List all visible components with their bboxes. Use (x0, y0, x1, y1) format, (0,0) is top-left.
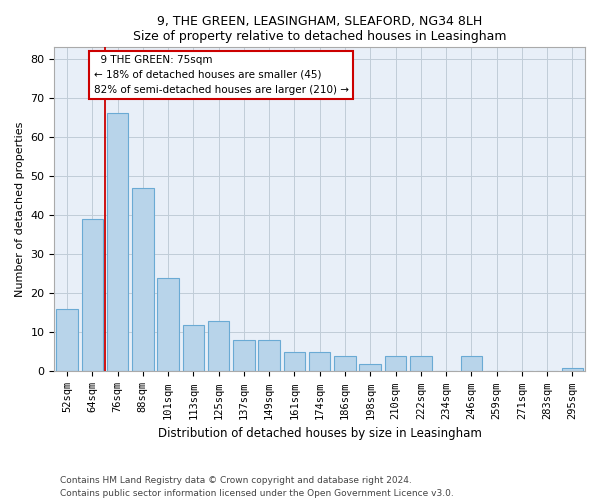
Y-axis label: Number of detached properties: Number of detached properties (15, 122, 25, 297)
Bar (309, 352, 331, 372)
Text: Contains HM Land Registry data © Crown copyright and database right 2024.
Contai: Contains HM Land Registry data © Crown c… (60, 476, 454, 498)
Bar (334, 356, 356, 372)
Bar (562, 368, 583, 372)
Bar (208, 320, 229, 372)
Bar (82, 219, 103, 372)
Bar (182, 324, 204, 372)
Bar (284, 352, 305, 372)
Bar (461, 356, 482, 372)
Bar (56, 309, 78, 372)
Bar (410, 356, 431, 372)
Bar (259, 340, 280, 372)
Bar (233, 340, 254, 372)
Bar (132, 188, 154, 372)
Title: 9, THE GREEN, LEASINGHAM, SLEAFORD, NG34 8LH
Size of property relative to detach: 9, THE GREEN, LEASINGHAM, SLEAFORD, NG34… (133, 15, 506, 43)
Bar (157, 278, 179, 372)
Bar (107, 114, 128, 372)
Text: 9 THE GREEN: 75sqm
← 18% of detached houses are smaller (45)
82% of semi-detache: 9 THE GREEN: 75sqm ← 18% of detached hou… (94, 55, 349, 94)
X-axis label: Distribution of detached houses by size in Leasingham: Distribution of detached houses by size … (158, 427, 482, 440)
Bar (359, 364, 381, 372)
Bar (385, 356, 406, 372)
